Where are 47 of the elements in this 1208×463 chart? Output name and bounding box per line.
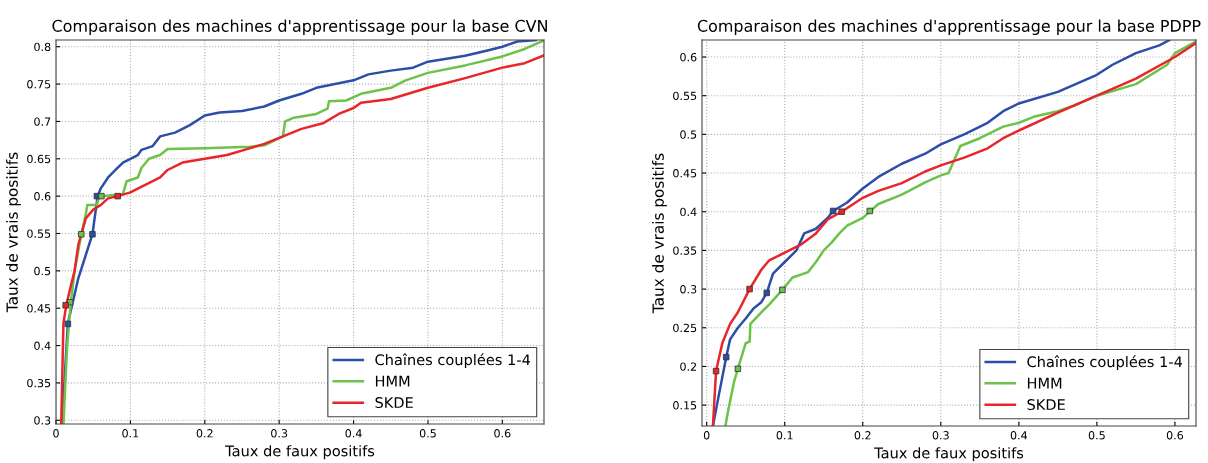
x-tick-label: 0.4 <box>345 429 362 438</box>
y-tick-label: 0.55 <box>673 91 697 101</box>
x-tick-label: 0.5 <box>1088 431 1105 440</box>
y-tick-label: 0.6 <box>34 192 51 201</box>
chart-title: Comparaison des machines d'apprentissage pour la base CVN <box>52 19 547 35</box>
y-tick-label: 0.8 <box>34 42 51 52</box>
y-axis-title: Taux de vrais positifs <box>652 153 667 314</box>
x-tick-label: 0.6 <box>1166 431 1184 440</box>
y-tick-label: 0.2 <box>680 362 697 371</box>
x-tick-label: 0.1 <box>122 429 139 438</box>
y-tick-label: 0.15 <box>673 401 697 410</box>
chart-title: Comparaison des machines d'apprentissage pour la base PDPP <box>697 19 1201 35</box>
x-tick-label: 0.2 <box>196 429 213 438</box>
x-tick-label: 0.3 <box>271 429 288 438</box>
y-tick-label: 0.65 <box>27 154 51 164</box>
x-axis-title: Taux de faux positifs <box>225 445 375 460</box>
legend-label: Chaînes couplées 1-4 <box>375 353 531 369</box>
y-tick-label: 0.7 <box>34 117 51 126</box>
x-tick-label: 0.3 <box>932 431 949 440</box>
y-tick-label: 0.35 <box>673 246 697 255</box>
y-tick-label: 0.75 <box>27 80 51 89</box>
y-axis-title: Taux de vrais positifs <box>6 152 21 313</box>
x-tick-label: 0.1 <box>776 431 793 440</box>
y-tick-label: 0.55 <box>27 229 51 238</box>
y-tick-label: 0.5 <box>34 266 51 276</box>
x-axis-title: Taux de faux positifs <box>874 447 1024 462</box>
legend-label: SKDE <box>1027 399 1065 411</box>
x-tick-label: 0 <box>53 429 59 438</box>
legend-label: SKDE <box>375 397 413 409</box>
x-tick-label: 0.2 <box>854 431 871 440</box>
y-tick-label: 0.25 <box>673 323 697 333</box>
legend-label: HMM <box>1027 377 1062 389</box>
y-tick-label: 0.6 <box>680 52 697 62</box>
legend-label: HMM <box>375 375 410 387</box>
y-tick-label: 0.3 <box>34 416 51 425</box>
y-tick-label: 0.4 <box>34 341 51 350</box>
y-tick-label: 0.45 <box>673 169 697 178</box>
y-tick-label: 0.5 <box>680 130 697 139</box>
y-tick-label: 0.45 <box>27 304 51 313</box>
y-tick-label: 0.4 <box>680 207 697 217</box>
y-tick-label: 0.35 <box>27 378 51 388</box>
x-tick-label: 0.5 <box>419 429 436 438</box>
legend-label: Chaînes couplées 1-4 <box>1027 355 1183 371</box>
x-tick-label: 0.4 <box>1010 431 1028 440</box>
x-tick-label: 0.6 <box>494 429 511 438</box>
x-tick-label: 0 <box>703 431 710 440</box>
y-tick-label: 0.3 <box>680 285 697 294</box>
